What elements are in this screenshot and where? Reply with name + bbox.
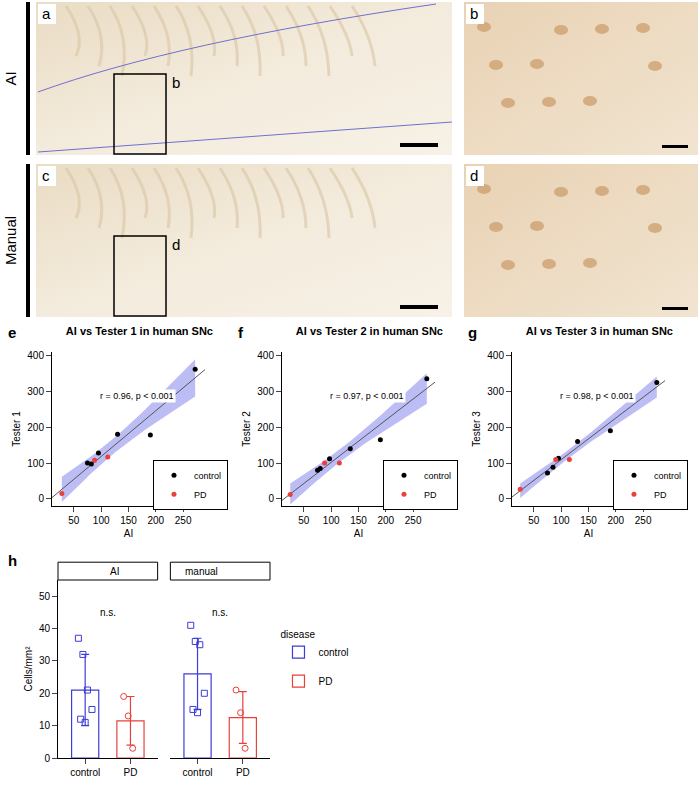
svg-text:Manual: Manual — [2, 216, 19, 265]
svg-text:400: 400 — [487, 350, 504, 361]
html-text:f: f — [238, 324, 243, 341]
svg-text:Tester 3: Tester 3 — [471, 411, 482, 447]
svg-text:250: 250 — [405, 515, 422, 526]
svg-text:r = 0.98, p < 0.001: r = 0.98, p < 0.001 — [560, 391, 634, 401]
svg-text:c: c — [42, 167, 50, 184]
svg-text:200: 200 — [27, 422, 44, 433]
svg-text:AI: AI — [110, 566, 119, 577]
svg-text:disease: disease — [280, 629, 315, 640]
svg-text:200: 200 — [377, 515, 394, 526]
svg-text:100: 100 — [487, 458, 504, 469]
svg-text:control: control — [194, 471, 221, 481]
svg-text:200: 200 — [487, 422, 504, 433]
svg-text:AI: AI — [584, 528, 593, 539]
svg-text:0: 0 — [268, 493, 274, 504]
svg-text:n.s.: n.s. — [100, 607, 116, 618]
svg-text:30: 30 — [39, 655, 51, 666]
svg-text:0: 0 — [498, 493, 504, 504]
svg-text:AI vs Tester 1 in human SNc: AI vs Tester 1 in human SNc — [66, 325, 213, 337]
svg-text:100: 100 — [257, 458, 274, 469]
svg-text:manual: manual — [185, 566, 218, 577]
svg-text:a: a — [42, 5, 51, 22]
svg-text:d: d — [470, 167, 478, 184]
svg-text:200: 200 — [147, 515, 164, 526]
svg-text:PD: PD — [654, 490, 667, 500]
svg-text:d: d — [172, 236, 180, 253]
svg-text:control: control — [70, 767, 100, 778]
html-text:g: g — [468, 324, 478, 341]
svg-text:PD: PD — [424, 490, 437, 500]
svg-text:20: 20 — [39, 688, 51, 699]
svg-text:control: control — [424, 471, 451, 481]
svg-text:control: control — [183, 767, 213, 778]
svg-text:100: 100 — [27, 458, 44, 469]
svg-text:PD: PD — [124, 767, 138, 778]
html-text:h: h — [8, 552, 18, 569]
svg-text:50: 50 — [298, 515, 310, 526]
svg-text:400: 400 — [257, 350, 274, 361]
svg-text:control: control — [318, 647, 348, 658]
svg-text:Tester 1: Tester 1 — [11, 411, 22, 447]
svg-text:200: 200 — [607, 515, 624, 526]
svg-text:150: 150 — [120, 515, 137, 526]
svg-text:Cells/mm²: Cells/mm² — [23, 646, 34, 692]
svg-text:300: 300 — [257, 386, 274, 397]
svg-text:250: 250 — [175, 515, 192, 526]
svg-text:b: b — [470, 5, 478, 22]
svg-text:50: 50 — [68, 515, 80, 526]
svg-text:300: 300 — [487, 386, 504, 397]
svg-text:0: 0 — [44, 753, 50, 764]
svg-text:PD: PD — [318, 676, 332, 687]
svg-text:r = 0.97, p < 0.001: r = 0.97, p < 0.001 — [330, 391, 404, 401]
svg-text:100: 100 — [93, 515, 110, 526]
svg-text:50: 50 — [528, 515, 540, 526]
svg-text:n.s.: n.s. — [212, 607, 228, 618]
svg-text:AI: AI — [354, 528, 363, 539]
svg-text:100: 100 — [553, 515, 570, 526]
svg-text:400: 400 — [27, 350, 44, 361]
svg-text:150: 150 — [350, 515, 367, 526]
svg-text:PD: PD — [236, 767, 250, 778]
svg-text:AI vs Tester 3 in human SNc: AI vs Tester 3 in human SNc — [526, 325, 673, 337]
svg-text:AI: AI — [2, 71, 19, 85]
svg-text:300: 300 — [27, 386, 44, 397]
html-text:e: e — [8, 324, 17, 341]
svg-text:AI vs Tester 2 in human SNc: AI vs Tester 2 in human SNc — [296, 325, 443, 337]
svg-text:Tester 2: Tester 2 — [241, 411, 252, 447]
svg-text:0: 0 — [38, 493, 44, 504]
svg-text:150: 150 — [580, 515, 597, 526]
svg-text:b: b — [172, 74, 180, 91]
svg-text:50: 50 — [39, 591, 51, 602]
svg-text:AI: AI — [124, 528, 133, 539]
svg-text:200: 200 — [257, 422, 274, 433]
svg-text:40: 40 — [39, 623, 51, 634]
svg-text:10: 10 — [39, 720, 51, 731]
svg-text:control: control — [654, 471, 681, 481]
svg-text:r = 0.96, p < 0.001: r = 0.96, p < 0.001 — [100, 391, 174, 401]
svg-text:100: 100 — [323, 515, 340, 526]
svg-text:PD: PD — [194, 490, 207, 500]
svg-text:250: 250 — [635, 515, 652, 526]
